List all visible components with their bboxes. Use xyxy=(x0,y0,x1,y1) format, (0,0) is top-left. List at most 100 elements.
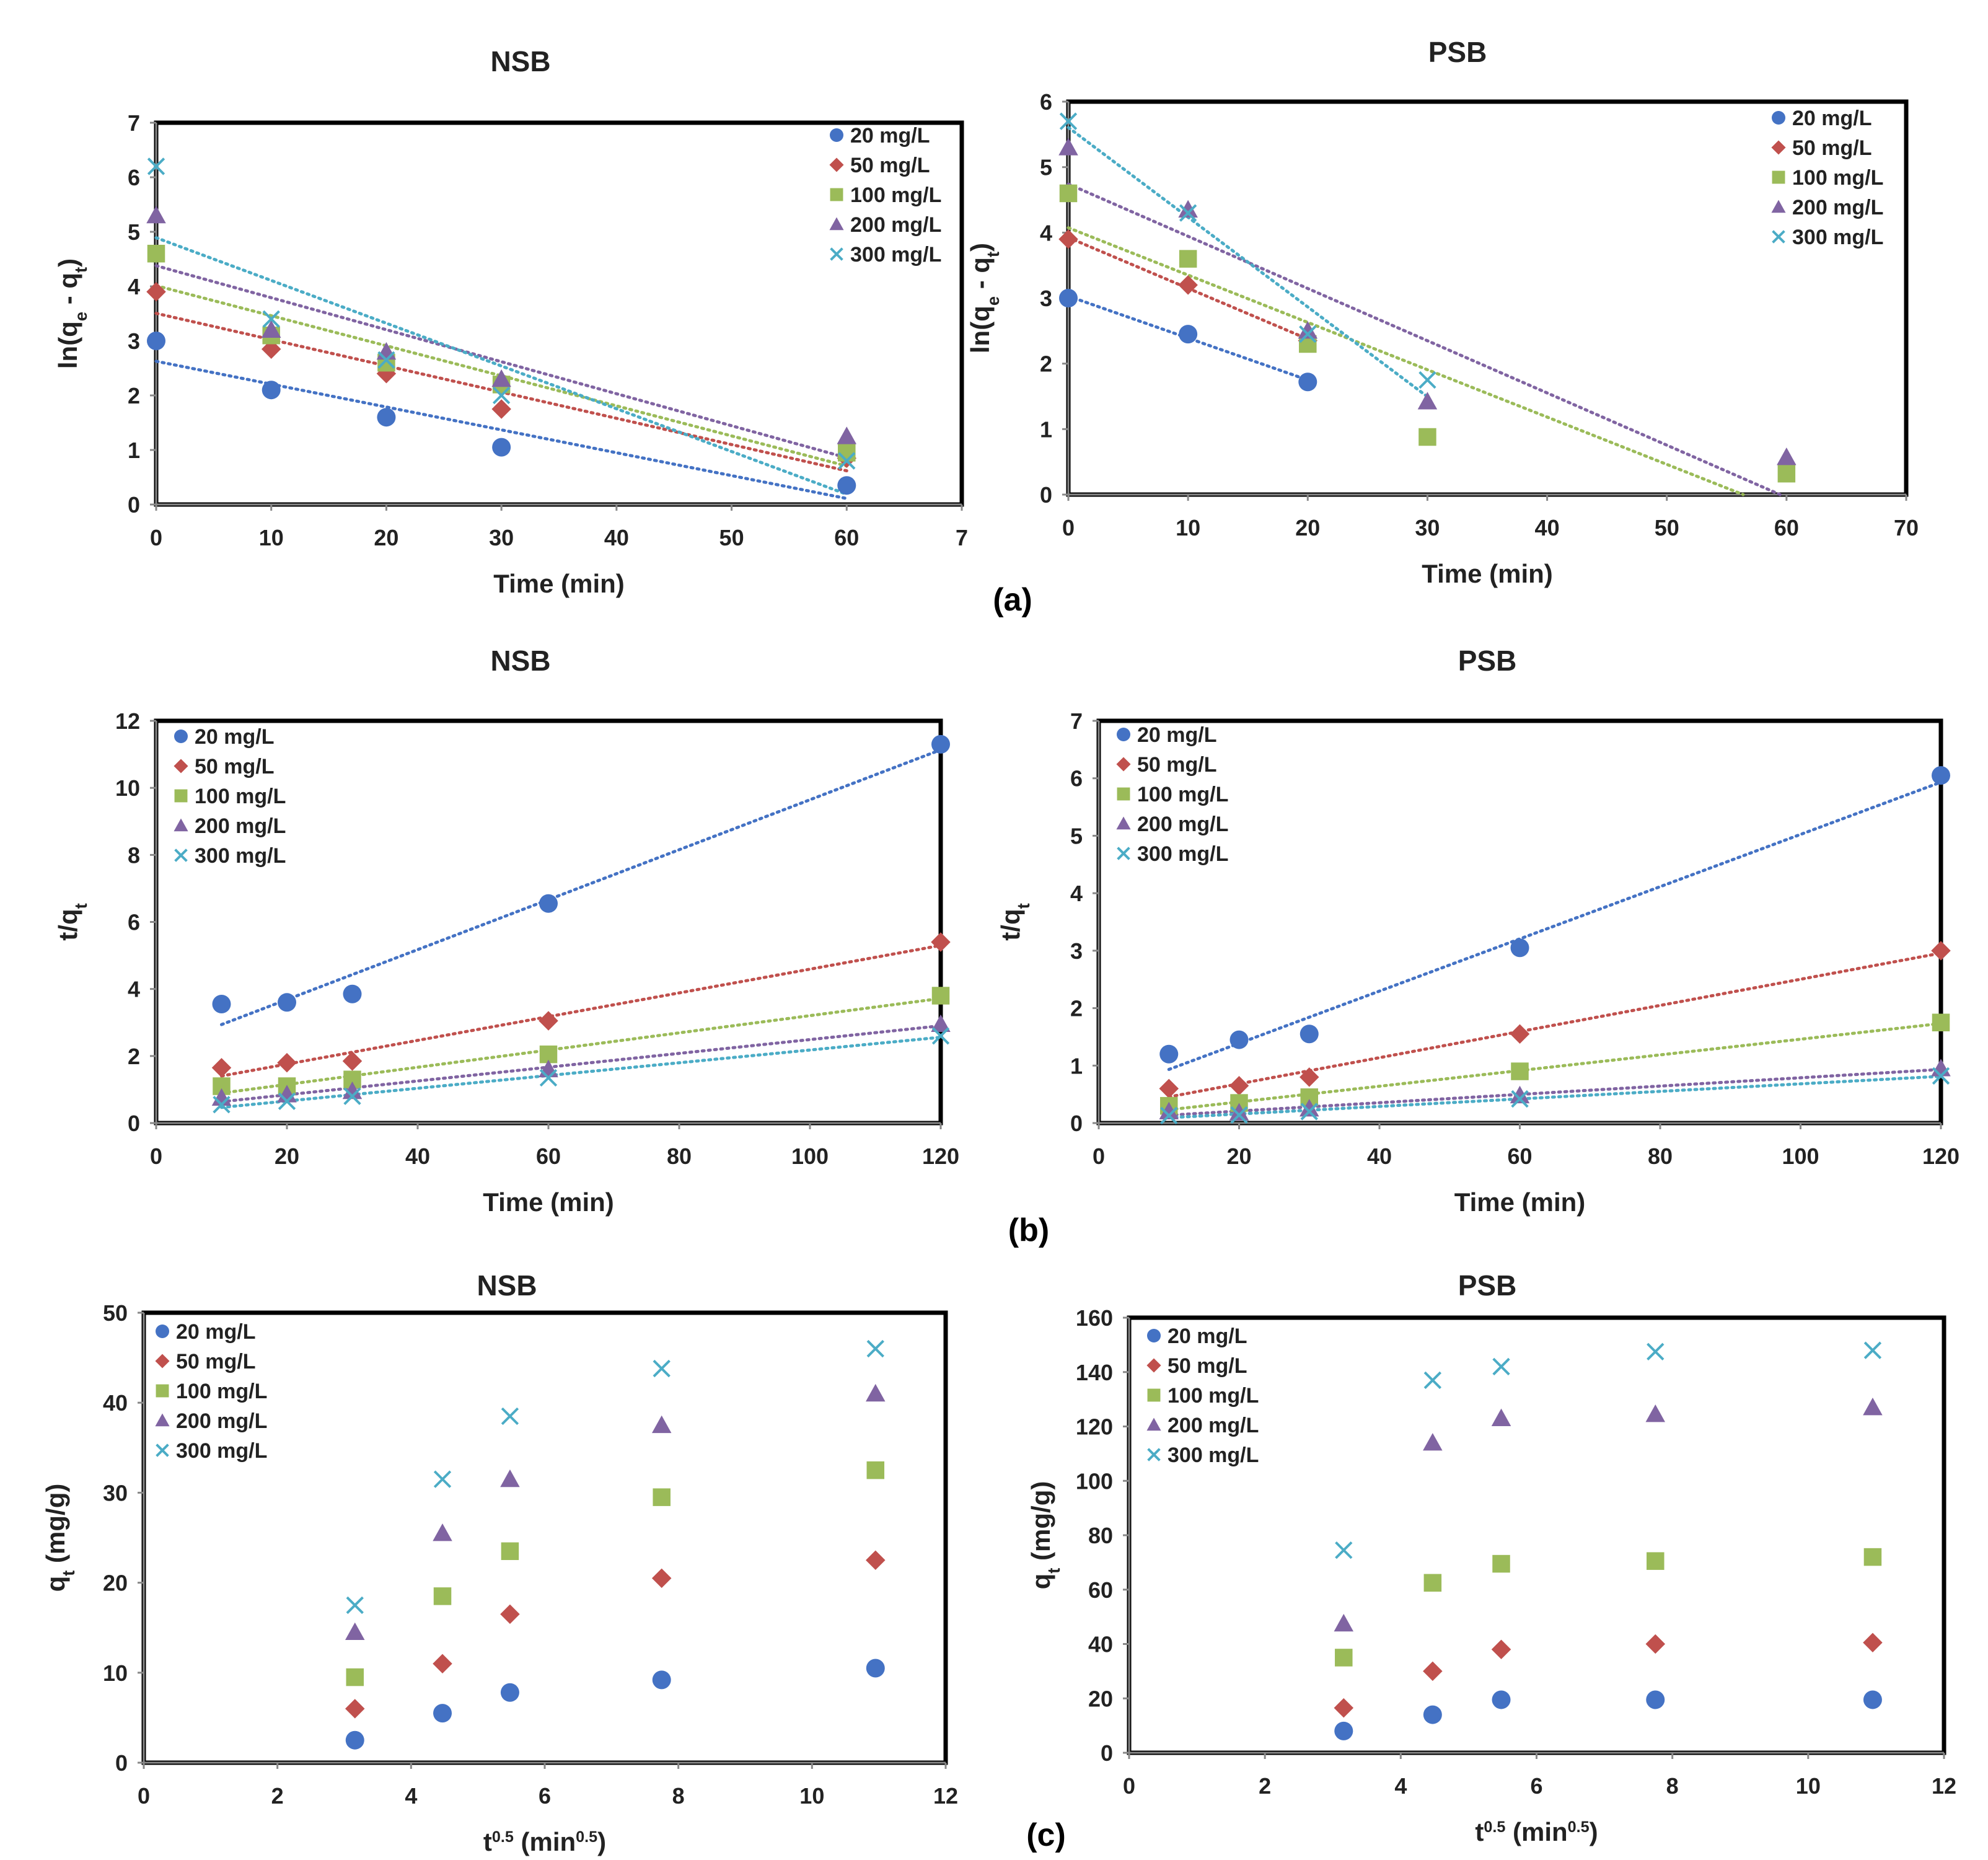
y-tick-label: 3 xyxy=(1040,286,1052,311)
data-point-300-mg-L xyxy=(1932,1067,1950,1085)
legend: 20 mg/L 50 mg/L 100 mg/L 200 mg/L 300 mg/L xyxy=(155,1320,267,1463)
data-point-300-mg-L xyxy=(343,1087,361,1105)
y-tick-label: 80 xyxy=(1088,1523,1113,1548)
legend-label: 200 mg/L xyxy=(195,814,286,838)
data-point-50-mg-L xyxy=(1931,941,1951,961)
x-tick-label: 0 xyxy=(150,1144,162,1169)
data-point-50-mg-L xyxy=(345,1699,365,1719)
data-point-200-mg-L xyxy=(500,1469,520,1488)
legend-label: 100 mg/L xyxy=(1168,1384,1259,1408)
legend-label: 50 mg/L xyxy=(1137,753,1216,777)
trendline-20-mg-L xyxy=(220,748,943,1026)
data-point-100-mg-L xyxy=(1492,1554,1510,1573)
data-point-50-mg-L xyxy=(277,1052,297,1073)
data-point-300-mg-L xyxy=(213,1096,231,1114)
legend: 20 mg/L 50 mg/L 100 mg/L 200 mg/L 300 mg/L xyxy=(1116,723,1228,866)
x-tick-label: 80 xyxy=(1648,1144,1673,1169)
data-point-200-mg-L xyxy=(1334,1613,1354,1632)
data-point-20-mg-L xyxy=(837,476,856,495)
x-tick-label: 40 xyxy=(1367,1144,1392,1169)
data-point-100-mg-L xyxy=(433,1587,452,1605)
legend-label: 20 mg/L xyxy=(176,1320,255,1344)
y-tick-label: 0 xyxy=(1101,1740,1113,1766)
data-point-20-mg-L xyxy=(147,332,165,350)
y-tick-label: 120 xyxy=(1076,1414,1113,1440)
x-tick-label: 60 xyxy=(834,525,859,550)
data-point-50-mg-L xyxy=(1510,1024,1530,1044)
y-tick-label: 5 xyxy=(128,219,140,245)
x-tick-label: 0 xyxy=(150,525,162,550)
legend-label: 300 mg/L xyxy=(1137,842,1228,866)
y-tick-label: 10 xyxy=(115,775,140,801)
x-tick-label: 20 xyxy=(1295,515,1320,540)
y-tick-label: 140 xyxy=(1076,1360,1113,1385)
data-point-20-mg-L xyxy=(212,995,231,1014)
data-point-200-mg-L xyxy=(261,320,281,338)
data-point-50-mg-L xyxy=(866,1550,886,1571)
y-axis-label: qt (mg/g) xyxy=(41,1484,78,1592)
data-point-300-mg-L xyxy=(278,1092,296,1111)
legend-label: 200 mg/L xyxy=(1792,196,1883,219)
data-point-50-mg-L xyxy=(500,1604,520,1624)
chart-c-nsb: NSB 0 2 4 6 8 10 12 0 10 20 30 40 50 t0.5 (min0.5) qt (… xyxy=(41,1269,958,1856)
legend-marker xyxy=(830,247,843,261)
legend-marker xyxy=(1772,170,1785,184)
legend-marker xyxy=(1147,1388,1161,1402)
legend-marker xyxy=(1146,1358,1161,1373)
legend-label: 50 mg/L xyxy=(850,154,930,177)
data-point-20-mg-L xyxy=(278,993,296,1012)
x-tick-label: 4 xyxy=(405,1783,417,1809)
data-point-100-mg-L xyxy=(1335,1649,1353,1667)
y-tick-label: 4 xyxy=(1040,220,1052,245)
chart-title: PSB xyxy=(1428,36,1487,68)
legend-marker xyxy=(1116,816,1131,830)
data-point-50-mg-L xyxy=(1491,1639,1511,1660)
x-tick-label: 0 xyxy=(138,1783,150,1809)
x-tick-label: 60 xyxy=(536,1144,561,1169)
trendline-300-mg-L xyxy=(1167,1075,1943,1119)
legend-marker xyxy=(830,128,843,142)
data-point-20-mg-L xyxy=(1510,938,1529,958)
x-tick-label: 60 xyxy=(1774,515,1799,540)
legend-marker xyxy=(1116,757,1131,772)
y-tick-label: 12 xyxy=(115,708,140,734)
legend-marker xyxy=(1772,230,1785,244)
x-tick-label: 0 xyxy=(1062,515,1075,540)
x-tick-label: 4 xyxy=(1394,1773,1407,1799)
y-axis-label: t/qt xyxy=(996,903,1033,940)
x-tick-label: 10 xyxy=(799,1783,824,1809)
x-tick-label: 8 xyxy=(1666,1773,1679,1799)
legend-marker xyxy=(829,217,844,231)
data-point-20-mg-L xyxy=(1298,372,1317,392)
data-point-200-mg-L xyxy=(1863,1398,1883,1416)
x-tick-label: 100 xyxy=(791,1144,829,1169)
trendline-200-mg-L xyxy=(1067,182,1782,496)
data-point-50-mg-L xyxy=(1334,1698,1354,1718)
x-tick-label: 60 xyxy=(1507,1144,1532,1169)
legend: 20 mg/L 50 mg/L 100 mg/L 200 mg/L 300 mg/L xyxy=(1146,1324,1259,1467)
legend-marker xyxy=(156,1324,169,1338)
x-tick-label: 7 xyxy=(956,525,968,550)
x-tick-label: 0 xyxy=(1093,1144,1105,1169)
data-point-50-mg-L xyxy=(539,1011,558,1031)
legend-marker xyxy=(155,1413,170,1427)
data-point-50-mg-L xyxy=(342,1051,363,1071)
data-point-300-mg-L xyxy=(262,310,280,328)
trendline-50-mg-L xyxy=(220,943,943,1078)
data-point-20-mg-L xyxy=(1932,766,1950,785)
legend-marker xyxy=(1772,111,1785,125)
data-point-20-mg-L xyxy=(1179,325,1198,344)
panel-label-b: (b) xyxy=(1008,1212,1049,1248)
data-point-100-mg-L xyxy=(653,1488,671,1506)
legend-label: 20 mg/L xyxy=(1137,723,1216,747)
y-tick-label: 2 xyxy=(1070,996,1083,1021)
data-point-100-mg-L xyxy=(1179,250,1197,268)
x-tick-label: 50 xyxy=(1655,515,1679,540)
x-tick-label: 2 xyxy=(1259,1773,1271,1799)
panel-label-c: (c) xyxy=(1026,1817,1066,1853)
data-point-20-mg-L xyxy=(866,1659,885,1678)
data-point-100-mg-L xyxy=(1777,464,1796,483)
legend-label: 50 mg/L xyxy=(1792,136,1871,160)
legend: 20 mg/L 50 mg/L 100 mg/L 200 mg/L 300 mg/L xyxy=(829,124,941,267)
